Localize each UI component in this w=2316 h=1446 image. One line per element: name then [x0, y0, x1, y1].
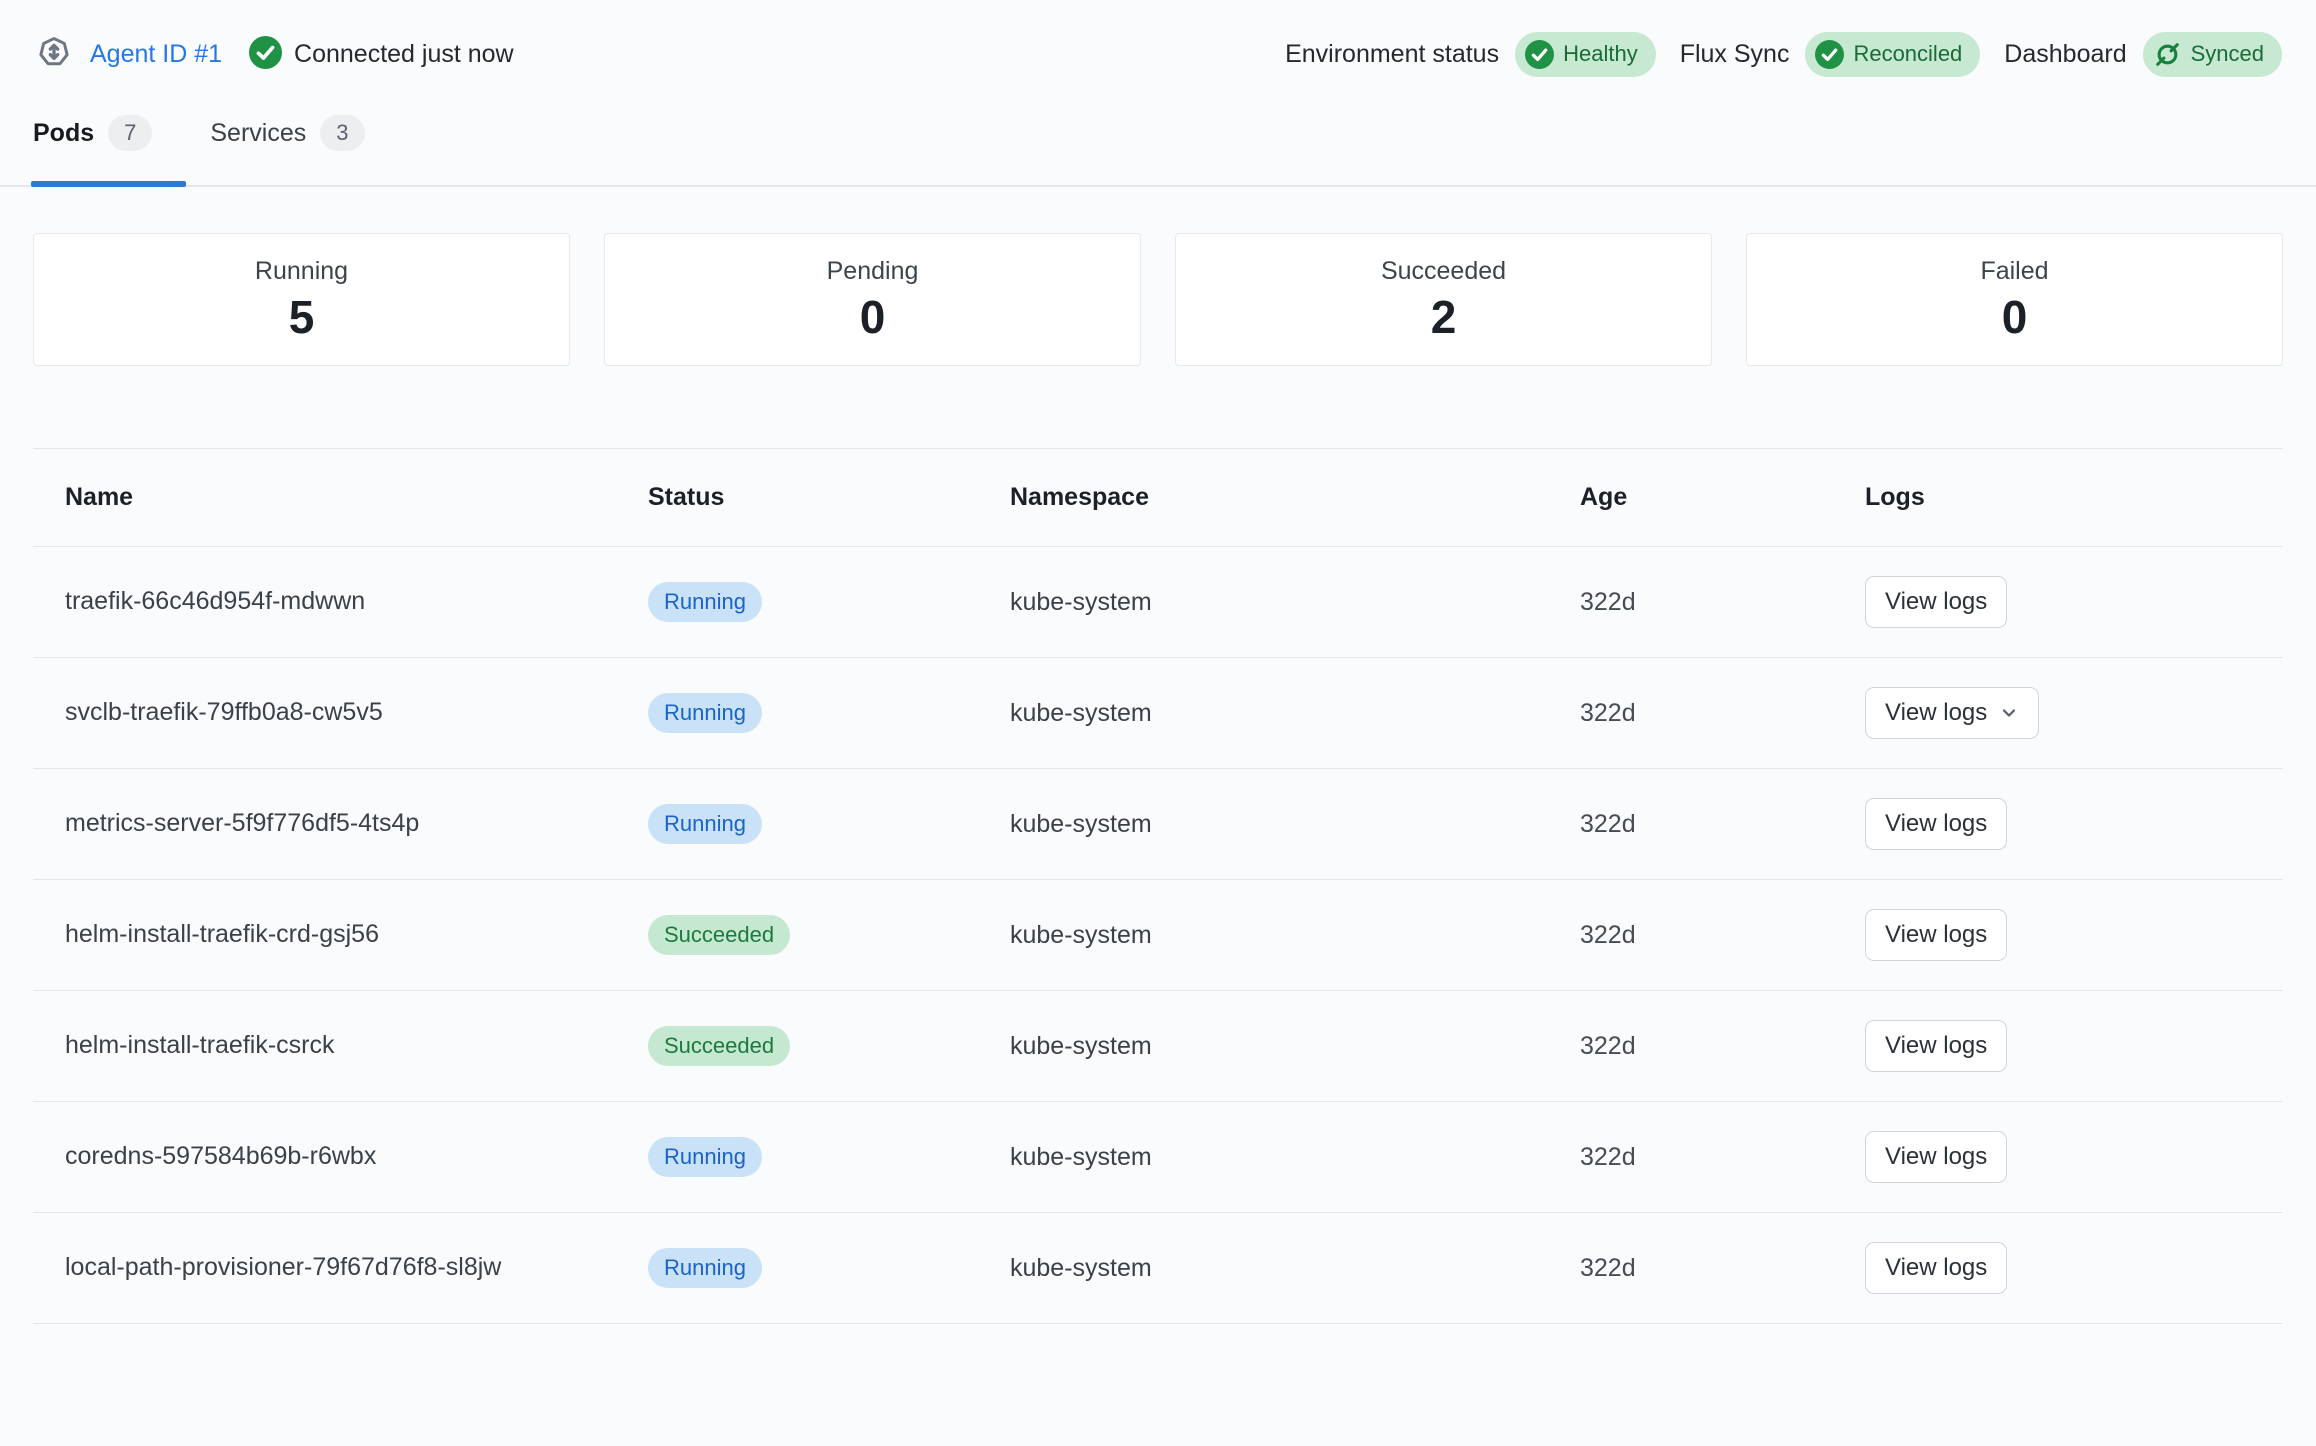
pod-namespace: kube-system	[1010, 1031, 1152, 1060]
tab-pods-label: Pods	[33, 118, 95, 147]
pod-name: local-path-provisioner-79f67d76f8-sl8jw	[65, 1253, 502, 1282]
view-logs-label: View logs	[1885, 1143, 1988, 1170]
synced-badge-label: Synced	[2190, 41, 2264, 67]
column-header-age: Age	[1580, 483, 1628, 511]
pod-namespace: kube-system	[1010, 920, 1152, 949]
table-row: traefik-66c46d954f-mdwwn Running kube-sy…	[33, 547, 2283, 658]
reconciled-badge: Reconciled	[1805, 32, 1981, 77]
table-header-row: Name Status Namespace Age Logs	[33, 448, 2283, 547]
status-badge: Running	[648, 692, 762, 734]
stat-label: Pending	[826, 256, 919, 285]
status-badge: Succeeded	[648, 914, 791, 956]
pod-age: 322d	[1580, 1142, 1636, 1171]
check-circle-icon	[1525, 40, 1555, 69]
healthy-badge-label: Healthy	[1563, 41, 1638, 67]
stat-value: 0	[859, 290, 886, 343]
table-body: traefik-66c46d954f-mdwwn Running kube-sy…	[33, 547, 2283, 1324]
flux-sync-label: Flux Sync	[1679, 40, 1790, 68]
pod-name: coredns-597584b69b-r6wbx	[65, 1142, 377, 1171]
healthy-badge: Healthy	[1515, 32, 1656, 77]
tab-pods[interactable]: Pods 7	[30, 105, 187, 187]
stat-label: Failed	[1980, 256, 2049, 285]
table-row: coredns-597584b69b-r6wbx Running kube-sy…	[33, 1102, 2283, 1213]
view-logs-label: View logs	[1885, 588, 1988, 615]
agent-id-link[interactable]: Agent ID #1	[90, 40, 223, 68]
view-logs-button[interactable]: View logs	[1865, 576, 2008, 628]
column-header-logs: Logs	[1865, 483, 1925, 511]
tab-bar: Pods 7 Services 3	[0, 77, 2316, 187]
table-row: helm-install-traefik-crd-gsj56 Succeeded…	[33, 880, 2283, 991]
status-badge: Running	[648, 581, 762, 623]
view-logs-button[interactable]: View logs	[1865, 687, 2040, 739]
flux-sync-group: Flux Sync Reconciled	[1680, 32, 1981, 77]
pod-name: helm-install-traefik-crd-gsj56	[65, 920, 379, 949]
connected-check-icon	[249, 35, 283, 74]
view-logs-label: View logs	[1885, 921, 1988, 948]
stat-label: Succeeded	[1380, 256, 1507, 285]
view-logs-button[interactable]: View logs	[1865, 798, 2008, 850]
pod-name: svclb-traefik-79ffb0a8-cw5v5	[65, 698, 383, 727]
sync-icon	[2153, 40, 2182, 69]
pod-age: 322d	[1580, 587, 1636, 616]
check-circle-icon	[1815, 40, 1845, 69]
table-row: local-path-provisioner-79f67d76f8-sl8jw …	[33, 1213, 2283, 1324]
pod-age: 322d	[1580, 1031, 1636, 1060]
status-badge: Running	[648, 803, 762, 845]
connection-status: Connected just now	[294, 40, 514, 68]
stat-card-succeeded: Succeeded 2	[1175, 233, 1712, 366]
pod-namespace: kube-system	[1010, 1253, 1152, 1282]
view-logs-label: View logs	[1885, 1032, 1988, 1059]
table-row: svclb-traefik-79ffb0a8-cw5v5 Running kub…	[33, 658, 2283, 769]
pod-namespace: kube-system	[1010, 698, 1152, 727]
stat-card-pending: Pending 0	[604, 233, 1141, 366]
pod-namespace: kube-system	[1010, 587, 1152, 616]
pod-name: metrics-server-5f9f776df5-4ts4p	[65, 809, 420, 838]
dashboard-group: Dashboard Synced	[2004, 32, 2282, 77]
view-logs-button[interactable]: View logs	[1865, 909, 2008, 961]
status-badge: Running	[648, 1136, 762, 1178]
view-logs-button[interactable]: View logs	[1865, 1020, 2008, 1072]
pod-age: 322d	[1580, 1253, 1636, 1282]
status-badge: Running	[648, 1247, 762, 1289]
pod-age: 322d	[1580, 809, 1636, 838]
view-logs-label: View logs	[1885, 810, 1988, 837]
view-logs-label: View logs	[1885, 1254, 1988, 1281]
tab-pods-count: 7	[108, 115, 153, 151]
pod-age: 322d	[1580, 920, 1636, 949]
stat-card-failed: Failed 0	[1746, 233, 2283, 366]
pods-table: Name Status Namespace Age Logs traefik-6…	[33, 448, 2283, 1324]
synced-badge: Synced	[2142, 32, 2282, 77]
column-header-status: Status	[648, 483, 725, 511]
environment-status-label: Environment status	[1285, 40, 1500, 68]
pod-age: 322d	[1580, 698, 1636, 727]
table-row: helm-install-traefik-csrck Succeeded kub…	[33, 991, 2283, 1102]
tab-services-label: Services	[210, 118, 307, 147]
stat-value: 0	[2001, 290, 2028, 343]
table-row: metrics-server-5f9f776df5-4ts4p Running …	[33, 769, 2283, 880]
top-bar: Agent ID #1 Connected just now Environme…	[0, 0, 2316, 77]
view-logs-label: View logs	[1885, 699, 1988, 726]
tab-services[interactable]: Services 3	[210, 105, 365, 185]
stat-card-running: Running 5	[33, 233, 570, 366]
reconciled-badge-label: Reconciled	[1853, 41, 1963, 67]
stats-row: Running 5 Pending 0 Succeeded 2 Failed 0	[33, 233, 2283, 366]
environment-status-group: Environment status Healthy	[1285, 32, 1656, 77]
dashboard-label: Dashboard	[2004, 40, 2127, 68]
view-logs-button[interactable]: View logs	[1865, 1131, 2008, 1183]
column-header-name: Name	[65, 483, 134, 511]
status-badge: Succeeded	[648, 1025, 791, 1067]
pod-name: traefik-66c46d954f-mdwwn	[65, 587, 366, 616]
stat-value: 2	[1430, 290, 1457, 343]
stat-label: Running	[254, 256, 349, 285]
agent-shield-icon	[33, 34, 75, 76]
pod-namespace: kube-system	[1010, 809, 1152, 838]
pod-name: helm-install-traefik-csrck	[65, 1031, 335, 1060]
stat-value: 5	[288, 290, 315, 343]
pod-namespace: kube-system	[1010, 1142, 1152, 1171]
view-logs-button[interactable]: View logs	[1865, 1242, 2008, 1294]
column-header-namespace: Namespace	[1010, 483, 1149, 511]
chevron-down-icon	[2003, 709, 2016, 717]
tab-services-count: 3	[320, 115, 365, 151]
